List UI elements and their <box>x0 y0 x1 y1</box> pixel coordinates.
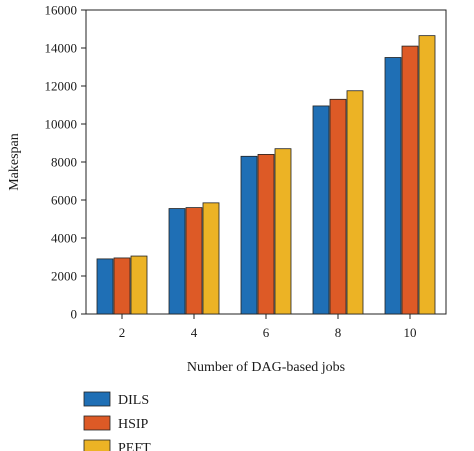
bar-peft <box>274 148 292 315</box>
x-axis-title: Number of DAG-based jobs <box>187 360 345 375</box>
bar-peft <box>130 255 148 315</box>
legend-label-peft: PEFT <box>118 441 151 451</box>
y-axis-title: Makespan <box>7 133 22 191</box>
y-tick-label: 6000 <box>51 193 77 208</box>
x-axis: 2 4 6 8 10 <box>119 314 417 340</box>
x-tick-label: 10 <box>404 325 417 340</box>
y-tick-label: 12000 <box>45 79 78 94</box>
legend-swatch-peft <box>83 439 111 451</box>
legend-label-dils: DILS <box>118 393 149 408</box>
bar-dils <box>168 208 186 315</box>
bar-hsip <box>401 45 419 315</box>
bar-hsip <box>257 153 275 315</box>
y-tick-label: 0 <box>71 307 78 322</box>
legend-swatch-hsip <box>83 415 111 431</box>
y-tick-label: 8000 <box>51 155 77 170</box>
bars-group <box>96 35 436 315</box>
bar-peft <box>202 202 220 315</box>
y-tick-label: 10000 <box>45 117 78 132</box>
y-axis: 0 2000 4000 6000 8000 10000 12000 14000 16000 <box>45 3 86 322</box>
legend: DILS HSIP PEFT <box>83 391 151 451</box>
legend-swatch-dils <box>83 391 111 407</box>
bar-hsip <box>329 98 347 315</box>
x-tick-label: 4 <box>191 325 198 340</box>
bar-hsip <box>113 257 131 315</box>
bar-hsip <box>185 207 203 315</box>
y-tick-label: 16000 <box>45 3 78 18</box>
x-tick-label: 8 <box>335 325 342 340</box>
y-tick-label: 2000 <box>51 269 77 284</box>
bar-peft <box>418 35 436 315</box>
y-tick-label: 14000 <box>45 41 78 56</box>
bar-dils <box>312 105 330 315</box>
x-tick-label: 6 <box>263 325 270 340</box>
bar-dils <box>240 155 258 315</box>
bar-dils <box>96 258 114 315</box>
legend-label-hsip: HSIP <box>118 417 149 432</box>
x-tick-label: 2 <box>119 325 126 340</box>
y-tick-label: 4000 <box>51 231 77 246</box>
bar-peft <box>346 90 364 315</box>
bar-dils <box>384 57 402 315</box>
